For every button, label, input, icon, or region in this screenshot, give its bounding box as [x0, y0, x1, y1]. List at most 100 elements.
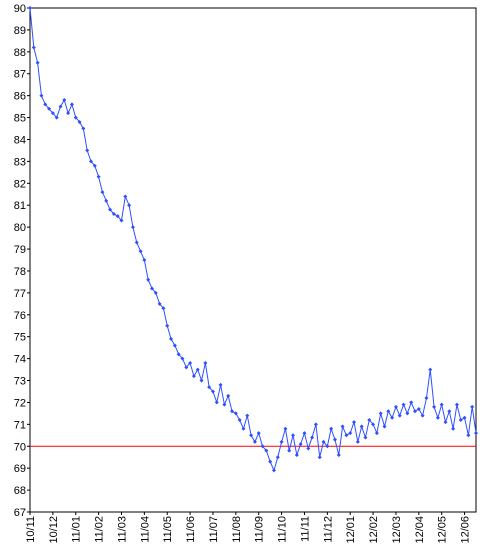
data-point	[256, 431, 261, 436]
data-point	[172, 343, 177, 348]
data-point	[77, 119, 82, 124]
data-point	[302, 431, 307, 436]
data-point	[439, 402, 444, 407]
data-point	[35, 60, 40, 65]
data-point	[382, 424, 387, 429]
data-point	[424, 396, 429, 401]
data-point	[390, 415, 395, 420]
data-point	[214, 400, 219, 405]
data-point	[245, 413, 250, 418]
data-point	[165, 323, 170, 328]
y-tick-label: 67	[14, 507, 26, 519]
data-point	[43, 102, 48, 107]
data-point	[401, 402, 406, 407]
data-point	[184, 365, 189, 370]
data-point	[397, 413, 402, 418]
data-point	[31, 45, 36, 50]
x-tick-label: 12/04	[414, 516, 426, 544]
data-point	[161, 306, 166, 311]
y-tick-label: 71	[14, 419, 26, 431]
y-tick-label: 68	[14, 485, 26, 497]
data-point	[352, 420, 357, 425]
data-point	[359, 424, 364, 429]
data-point	[123, 194, 128, 199]
y-tick-label: 73	[14, 376, 26, 388]
data-point	[447, 409, 452, 414]
data-point	[50, 111, 55, 116]
data-point	[88, 159, 93, 164]
series-line	[29, 7, 477, 472]
data-point	[451, 426, 456, 431]
y-tick-label: 86	[14, 91, 26, 103]
data-point	[39, 93, 44, 98]
data-point	[420, 413, 425, 418]
data-point	[260, 444, 265, 449]
y-tick-label: 87	[14, 69, 26, 81]
data-point	[222, 402, 227, 407]
data-point	[108, 207, 113, 212]
x-tick-label: 11/12	[322, 516, 334, 543]
data-point	[73, 115, 78, 120]
data-point	[210, 389, 215, 394]
data-point	[291, 433, 296, 438]
y-tick-label: 89	[14, 25, 26, 37]
data-point	[294, 453, 299, 458]
data-point	[47, 106, 52, 111]
data-point	[317, 455, 322, 460]
data-point	[58, 104, 63, 109]
data-point	[466, 433, 471, 438]
y-tick-label: 81	[14, 200, 26, 212]
data-point	[169, 336, 174, 341]
y-tick-label: 88	[14, 47, 26, 59]
x-tick-label: 11/10	[277, 516, 289, 543]
data-point	[199, 378, 204, 383]
data-point	[378, 411, 383, 416]
data-point	[470, 404, 475, 409]
y-tick-label: 84	[14, 134, 26, 146]
data-point	[271, 468, 276, 473]
y-tick-label: 78	[14, 266, 26, 278]
data-point	[264, 448, 269, 453]
x-tick-label: 11/08	[231, 516, 243, 543]
data-point	[306, 446, 311, 451]
data-point	[62, 98, 67, 103]
x-tick-label: 11/05	[162, 516, 174, 543]
data-point	[218, 382, 223, 387]
x-tick-label: 11/02	[94, 516, 106, 543]
data-point	[355, 439, 360, 444]
data-point	[435, 415, 440, 420]
data-point	[462, 415, 467, 420]
data-point	[474, 431, 478, 436]
data-point	[138, 249, 143, 254]
data-point	[111, 211, 116, 216]
data-point	[127, 203, 132, 208]
data-point	[230, 409, 235, 414]
data-point	[54, 115, 59, 120]
data-point	[363, 435, 368, 440]
data-point	[348, 431, 353, 436]
x-tick-label: 11/01	[71, 516, 83, 543]
y-tick-label: 70	[14, 441, 26, 453]
y-tick-label: 85	[14, 113, 26, 125]
data-point	[28, 6, 32, 10]
x-tick-label: 11/06	[185, 516, 197, 543]
data-point	[409, 400, 414, 405]
data-point	[188, 360, 193, 365]
data-point	[252, 439, 257, 444]
data-point	[115, 214, 120, 219]
data-point	[321, 439, 326, 444]
x-tick-label: 11/09	[254, 516, 266, 543]
y-tick-label: 77	[14, 288, 26, 300]
y-tick-label: 82	[14, 178, 26, 190]
data-point	[241, 426, 246, 431]
x-tick-label: 12/01	[345, 516, 357, 544]
data-point	[66, 111, 71, 116]
data-point	[157, 301, 162, 306]
x-tick-label: 10/12	[48, 516, 60, 544]
data-point	[146, 277, 151, 282]
x-tick-label: 12/03	[391, 516, 403, 544]
data-point	[428, 367, 433, 372]
data-point	[119, 218, 124, 223]
data-point	[454, 402, 459, 407]
data-point	[313, 422, 318, 427]
